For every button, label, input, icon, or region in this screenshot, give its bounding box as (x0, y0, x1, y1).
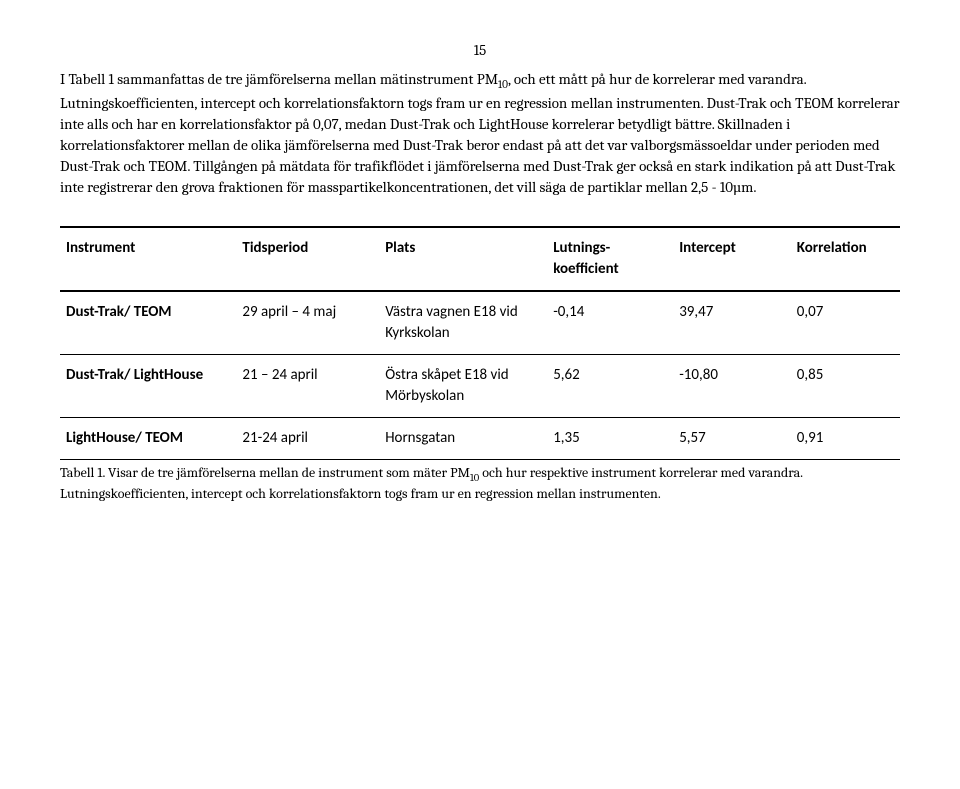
comparison-table: Instrument Tidsperiod Plats Lutnings-koe… (60, 226, 900, 460)
th-tidsperiod: Tidsperiod (236, 227, 379, 291)
cell-korrelation: 0,91 (791, 417, 900, 459)
cell-korrelation: 0,07 (791, 291, 900, 355)
th-plats: Plats (379, 227, 547, 291)
th-lutning: Lutnings-koefficient (547, 227, 673, 291)
table-row: Dust-Trak/ TEOM 29 april – 4 maj Västra … (60, 291, 900, 355)
body-paragraph: I Tabell 1 sammanfattas de tre jämförels… (60, 69, 900, 198)
table-row: Dust-Trak/ LightHouse 21 – 24 april Östr… (60, 354, 900, 417)
table-row: LightHouse/ TEOM 21-24 april Hornsgatan … (60, 417, 900, 459)
cell-plats: Västra vagnen E18 vid Kyrkskolan (379, 291, 547, 355)
para-sub: 10 (498, 78, 508, 91)
caption-pre: Tabell 1. Visar de tre jämförelserna mel… (60, 464, 470, 481)
cell-tidsperiod: 21 – 24 april (236, 354, 379, 417)
th-korrelation: Korrelation (791, 227, 900, 291)
caption-sub: 10 (470, 472, 479, 484)
cell-intercept: -10,80 (673, 354, 791, 417)
cell-korrelation: 0,85 (791, 354, 900, 417)
cell-lutning: 1,35 (547, 417, 673, 459)
page-number: 15 (60, 40, 900, 61)
para-post: , och ett mått på hur de korrelerar med … (60, 70, 900, 196)
th-instrument: Instrument (60, 227, 236, 291)
para-pre: I Tabell 1 sammanfattas de tre jämförels… (60, 70, 498, 88)
cell-intercept: 39,47 (673, 291, 791, 355)
cell-lutning: 5,62 (547, 354, 673, 417)
cell-lutning: -0,14 (547, 291, 673, 355)
th-intercept: Intercept (673, 227, 791, 291)
cell-instrument: LightHouse/ TEOM (60, 417, 236, 459)
cell-instrument: Dust-Trak/ LightHouse (60, 354, 236, 417)
table-caption: Tabell 1. Visar de tre jämförelserna mel… (60, 464, 900, 504)
table-header-row: Instrument Tidsperiod Plats Lutnings-koe… (60, 227, 900, 291)
cell-intercept: 5,57 (673, 417, 791, 459)
cell-plats: Hornsgatan (379, 417, 547, 459)
cell-tidsperiod: 29 april – 4 maj (236, 291, 379, 355)
cell-instrument: Dust-Trak/ TEOM (60, 291, 236, 355)
cell-plats: Östra skåpet E18 vid Mörbyskolan (379, 354, 547, 417)
cell-tidsperiod: 21-24 april (236, 417, 379, 459)
